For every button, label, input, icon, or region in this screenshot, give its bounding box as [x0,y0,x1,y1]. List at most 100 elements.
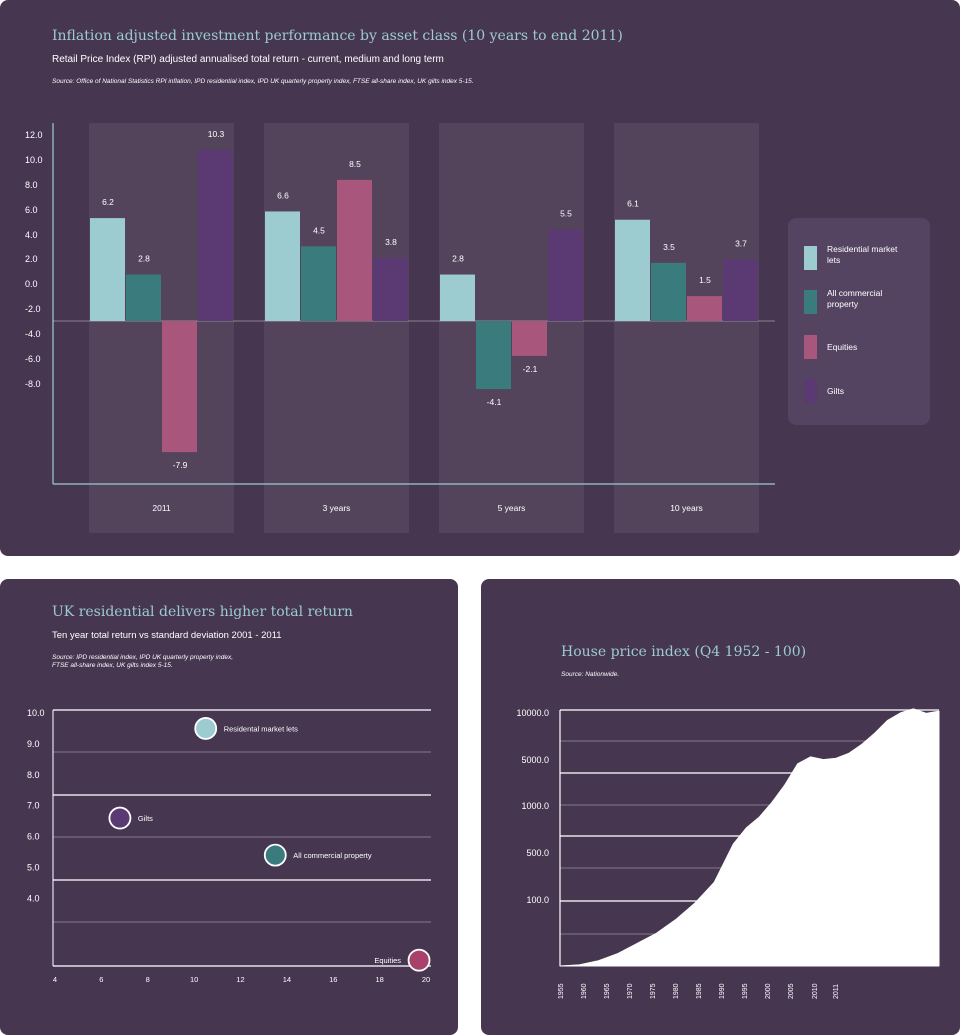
x-tick-label: 1990 [719,983,726,999]
y-tick-label: 500.0 [526,848,549,858]
asset-class-performance-panel: Inflation adjusted investment performanc… [0,0,960,556]
bar-value-label: 6.2 [102,197,114,207]
scatter-point [108,806,132,830]
x-tick-label: 1970 [627,983,634,999]
bar-value-label: -7.9 [173,460,188,470]
bar [162,321,197,453]
bar-value-label: 2.8 [452,254,464,264]
y-tick-label: 10.0 [25,155,43,165]
point-label: Residental market lets [224,724,298,733]
legend-label-gilts: Gilts [827,386,844,396]
x-tick-label: 18 [375,975,383,984]
bar [687,296,722,321]
x-tick-label: 1960 [581,983,588,999]
bar-value-label: 2.8 [138,254,150,264]
scatter-chart: 10.0 9.0 8.0 7.0 6.0 5.0 4.0 4 6 8 10 12 14 16 18 20 Res… [27,708,431,984]
y-tick-label: 1000.0 [521,801,549,811]
y-tick-label: -2.0 [25,304,41,314]
bar [476,321,511,390]
x-tick-label: 2010 [812,983,819,999]
scatter-point [194,717,218,740]
x-tick-label: 1995 [742,983,749,999]
x-tick-label: 4 [53,975,57,984]
y-tick-label: 8.0 [25,180,38,190]
area-chart: 10000.0 5000.0 1000.0 500.0 100.0 1955 1960 196… [516,708,940,999]
x-tick-label: 3 years [323,503,351,513]
category-band [264,123,409,533]
legend-label-commercial: All commercial property [827,288,883,309]
bar-value-label: 6.6 [277,190,289,200]
y-tick-label: 2.0 [25,254,38,264]
chart1-source: Source: Office of National Statistics RP… [52,78,474,85]
bar [548,229,583,321]
x-tick-label: 10 years [670,503,703,513]
chart3-title: House price index (Q4 1952 - 100) [561,644,807,660]
x-tick-label: 1985 [696,983,703,999]
legend-label-equities: Equities [827,342,858,352]
legend-label-residential: Residential market lets [827,244,898,265]
y-tick-label: 9.0 [27,739,40,749]
x-tick-label: 1975 [650,983,657,999]
scatter-point [263,843,287,867]
house-price-panel: House price index (Q4 1952 - 100) Source… [481,579,960,1035]
x-tick-label: 20 [422,975,430,984]
bar-value-label: -2.1 [523,364,538,374]
y-tick-label: 10000.0 [516,708,549,718]
x-tick-label: 8 [146,975,150,984]
x-tick-label: 1980 [673,983,680,999]
point-label: Equities [374,956,401,965]
bar [198,150,233,321]
y-tick-label: 12.0 [25,130,43,140]
bar-value-label: -4.1 [487,397,502,407]
bar-value-label: 6.1 [627,199,639,209]
bar [651,262,686,321]
y-tick-label: 6.0 [25,205,38,215]
x-tick-label: 6 [99,975,103,984]
chart2-source-line2: FTSE all-share index, UK gilts index 5-1… [52,662,173,669]
chart3-source: Source: Nationwide. [561,671,620,678]
bar [301,246,336,321]
x-tick-label: 16 [329,975,337,984]
bar [265,211,300,321]
x-tick-label: 2011 [152,503,171,513]
bar-value-label: 10.3 [208,129,225,139]
y-tick-label: 10.0 [27,708,45,718]
bar [615,219,650,321]
chart1-subtitle: Retail Price Index (RPI) adjusted annual… [52,54,444,65]
point-label: All commercial property [293,851,372,860]
x-tick-label: 2005 [788,983,795,999]
house-price-area [559,708,940,967]
bar [723,259,758,321]
risk-return-panel: UK residential delivers higher total ret… [0,579,458,1035]
y-tick-label: 4.0 [25,230,38,240]
y-tick-label: 100.0 [526,895,549,905]
bar [512,321,547,356]
chart1-title: Inflation adjusted investment performanc… [52,28,623,44]
scatter-point [407,948,431,972]
legend-swatch-commercial [804,290,817,314]
bar-value-label: 5.5 [560,209,572,219]
chart1-legend: Residential market lets All commercial p… [788,218,930,425]
point-label: Gilts [138,814,153,823]
bar-value-label: 8.5 [349,159,361,169]
y-tick-label: -6.0 [25,354,41,364]
y-tick-label: -4.0 [25,329,41,339]
chart2-subtitle: Ten year total return vs standard deviat… [52,630,282,641]
bar-value-label: 3.8 [385,237,397,247]
y-tick-label: 6.0 [27,832,40,842]
chart2-source-line1: Source: IPD residential index, IPD UK qu… [52,654,234,661]
chart2-title: UK residential delivers higher total ret… [52,604,353,620]
bar-value-label: 3.5 [663,242,675,252]
y-tick-label: 0.0 [25,279,38,289]
bar [90,218,125,321]
y-tick-label: 4.0 [27,893,40,903]
x-tick-label: 2011 [833,984,840,999]
category-band [614,123,759,533]
y-tick-label: -8.0 [25,379,41,389]
bar-value-label: 3.7 [735,239,747,249]
x-tick-label: 12 [236,975,244,984]
y-tick-label: 7.0 [27,801,40,811]
bar [126,274,161,321]
legend-swatch-residential [804,246,817,270]
bar-chart: 12.0 10.0 8.0 6.0 4.0 2.0 0.0 -2.0 -4.0 -6.0 -8.0 2… [25,123,775,533]
